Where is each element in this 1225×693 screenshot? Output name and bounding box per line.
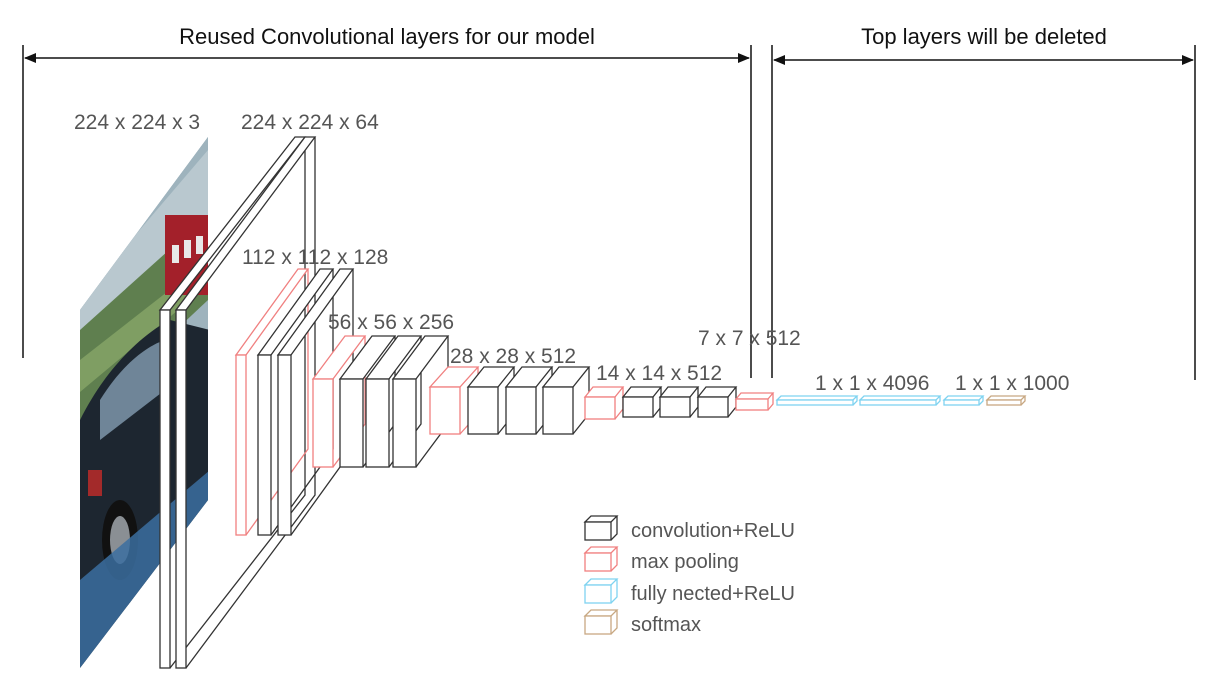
- conv-layer: [364, 335, 423, 468]
- fc-layer: [942, 395, 985, 406]
- dim-label-28: 28 x 28 x 512: [450, 345, 576, 368]
- reused-layers-bracket: Reused Convolutional layers for our mode…: [22, 24, 752, 378]
- legend-item-pool: max pooling: [583, 546, 739, 573]
- conv-swatch-icon: [583, 515, 619, 541]
- reused-layers-label: Reused Convolutional layers for our mode…: [179, 24, 595, 49]
- legend-item-conv: convolution+ReLU: [583, 515, 795, 542]
- top-layers-label: Top layers will be deleted: [861, 24, 1107, 49]
- fc-swatch-icon: [583, 578, 619, 604]
- conv-layer: [658, 386, 700, 418]
- pool-swatch-icon: [583, 546, 619, 572]
- conv-layer: [466, 366, 516, 435]
- conv-layer: [256, 268, 335, 536]
- fc-layer: [775, 395, 859, 406]
- block-3: [311, 335, 450, 468]
- legend-label-pool: max pooling: [631, 551, 739, 573]
- dim-label-224x3: 224 x 224 x 3: [74, 111, 200, 134]
- block-2: [234, 268, 355, 536]
- softmax-layer: [985, 395, 1027, 406]
- dim-label-14: 14 x 14 x 512: [596, 362, 722, 385]
- conv-layer: [621, 386, 663, 418]
- dim-label-112: 112 x 112 x 128: [242, 246, 388, 269]
- block-4: [428, 366, 591, 435]
- legend-label-fc: fully nected+ReLU: [631, 583, 795, 605]
- dim-label-fc1000: 1 x 1 x 1000: [955, 372, 1069, 395]
- conv-layer: [541, 366, 591, 435]
- car-photo-icon: [80, 137, 208, 668]
- conv-layer: [158, 136, 307, 669]
- conv-layer: [174, 136, 317, 669]
- legend-label-conv: convolution+ReLU: [631, 520, 795, 542]
- top-layers-bracket: Top layers will be deleted: [771, 24, 1196, 380]
- fc-layers: [775, 395, 1027, 406]
- dim-label-fc4096: 1 x 1 x 4096: [815, 372, 929, 395]
- dim-label-56: 56 x 56 x 256: [328, 311, 454, 334]
- dim-label-224x64: 224 x 224 x 64: [241, 111, 379, 134]
- pool-7x7: [734, 392, 775, 411]
- conv-layer: [696, 386, 738, 418]
- legend-item-softmax: softmax: [583, 609, 701, 636]
- legend-item-fc: fully nected+ReLU: [583, 578, 795, 605]
- pool-layer: [311, 335, 367, 468]
- softmax-swatch-icon: [583, 609, 619, 635]
- block-5: [583, 386, 738, 420]
- legend-label-softmax: softmax: [631, 614, 701, 636]
- conv-layer: [391, 335, 450, 468]
- pool-layer: [583, 386, 625, 420]
- conv-block-1: [158, 136, 317, 669]
- dim-label-7: 7 x 7 x 512: [698, 327, 801, 350]
- legend: convolution+ReLU max pooling fully necte…: [583, 515, 795, 636]
- pool-layer: [428, 366, 480, 435]
- fc-layer: [858, 395, 942, 406]
